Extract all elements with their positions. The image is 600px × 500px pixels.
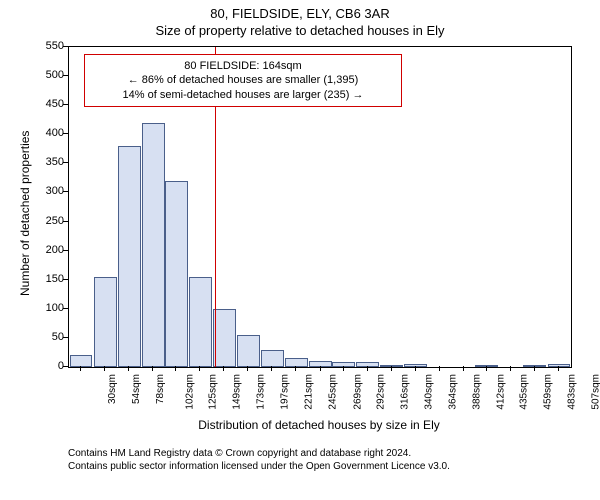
y-tick-mark	[63, 279, 68, 280]
x-tick-mark	[199, 366, 200, 371]
x-tick-label: 221sqm	[304, 374, 315, 410]
x-tick-label: 54sqm	[131, 374, 142, 404]
x-tick-label: 483sqm	[567, 374, 578, 410]
reference-callout: 80 FIELDSIDE: 164sqm ← 86% of detached h…	[84, 54, 402, 107]
x-tick-label: 292sqm	[375, 374, 386, 410]
x-tick-mark	[463, 366, 464, 371]
x-tick-mark	[295, 366, 296, 371]
x-tick-label: 245sqm	[328, 374, 339, 410]
y-tick-mark	[63, 250, 68, 251]
x-tick-mark	[128, 366, 129, 371]
chart-titles: 80, FIELDSIDE, ELY, CB6 3AR Size of prop…	[0, 0, 600, 40]
x-tick-label: 125sqm	[208, 374, 219, 410]
histogram-bar	[237, 335, 260, 367]
y-tick-mark	[63, 104, 68, 105]
histogram-bar	[142, 123, 165, 367]
y-axis-label: Number of detached properties	[18, 131, 32, 296]
y-tick-label: 550	[46, 40, 64, 52]
y-tick-label: 250	[46, 215, 64, 227]
footer-line1: Contains HM Land Registry data © Crown c…	[68, 448, 450, 461]
x-tick-label: 340sqm	[423, 374, 434, 410]
y-tick-label: 300	[46, 185, 64, 197]
x-tick-mark	[320, 366, 321, 371]
x-tick-mark	[439, 366, 440, 371]
y-tick-label: 500	[46, 69, 64, 81]
y-tick-mark	[63, 366, 68, 367]
title-sub: Size of property relative to detached ho…	[0, 23, 600, 40]
callout-line3: 14% of semi-detached houses are larger (…	[93, 88, 393, 102]
x-tick-mark	[271, 366, 272, 371]
y-tick-mark	[63, 308, 68, 309]
y-tick-mark	[63, 133, 68, 134]
x-tick-label: 102sqm	[185, 374, 196, 410]
footer-attribution: Contains HM Land Registry data © Crown c…	[68, 448, 450, 473]
x-tick-mark	[534, 366, 535, 371]
x-tick-label: 459sqm	[542, 374, 553, 410]
y-tick-mark	[63, 221, 68, 222]
x-tick-mark	[343, 366, 344, 371]
x-tick-label: 388sqm	[471, 374, 482, 410]
histogram-bar	[261, 350, 284, 367]
histogram-bar	[285, 358, 308, 367]
histogram-bar	[70, 355, 93, 367]
x-tick-label: 507sqm	[591, 374, 600, 410]
x-tick-mark	[486, 366, 487, 371]
x-tick-mark	[558, 366, 559, 371]
y-tick-mark	[63, 162, 68, 163]
x-tick-mark	[510, 366, 511, 371]
x-tick-mark	[175, 366, 176, 371]
y-tick-label: 350	[46, 156, 64, 168]
y-tick-mark	[63, 75, 68, 76]
x-tick-mark	[391, 366, 392, 371]
y-tick-mark	[63, 46, 68, 47]
histogram-bar	[523, 365, 546, 367]
x-tick-mark	[152, 366, 153, 371]
histogram-bar	[165, 181, 188, 367]
x-tick-label: 149sqm	[232, 374, 243, 410]
x-tick-label: 435sqm	[518, 374, 529, 410]
x-tick-label: 78sqm	[155, 374, 166, 404]
y-tick-mark	[63, 337, 68, 338]
x-tick-label: 316sqm	[399, 374, 410, 410]
x-tick-mark	[80, 366, 81, 371]
histogram-bar	[189, 277, 212, 367]
histogram-bar	[118, 146, 141, 367]
x-tick-label: 30sqm	[107, 374, 118, 404]
x-tick-label: 197sqm	[280, 374, 291, 410]
y-tick-label: 450	[46, 98, 64, 110]
callout-line2: ← 86% of detached houses are smaller (1,…	[93, 73, 393, 87]
x-tick-mark	[367, 366, 368, 371]
x-tick-label: 412sqm	[495, 374, 506, 410]
histogram-bar	[94, 277, 117, 367]
callout-line1: 80 FIELDSIDE: 164sqm	[93, 59, 393, 73]
y-tick-label: 400	[46, 127, 64, 139]
x-tick-label: 173sqm	[256, 374, 267, 410]
x-tick-mark	[223, 366, 224, 371]
x-tick-label: 269sqm	[352, 374, 363, 410]
histogram-bar	[548, 364, 571, 367]
y-tick-label: 150	[46, 273, 64, 285]
x-tick-label: 364sqm	[447, 374, 458, 410]
x-tick-mark	[247, 366, 248, 371]
y-tick-label: 100	[46, 302, 64, 314]
footer-line2: Contains public sector information licen…	[68, 461, 450, 474]
y-tick-label: 200	[46, 244, 64, 256]
x-tick-mark	[104, 366, 105, 371]
x-axis-label: Distribution of detached houses by size …	[68, 418, 570, 432]
y-tick-mark	[63, 191, 68, 192]
x-tick-mark	[415, 366, 416, 371]
title-main: 80, FIELDSIDE, ELY, CB6 3AR	[0, 6, 600, 23]
